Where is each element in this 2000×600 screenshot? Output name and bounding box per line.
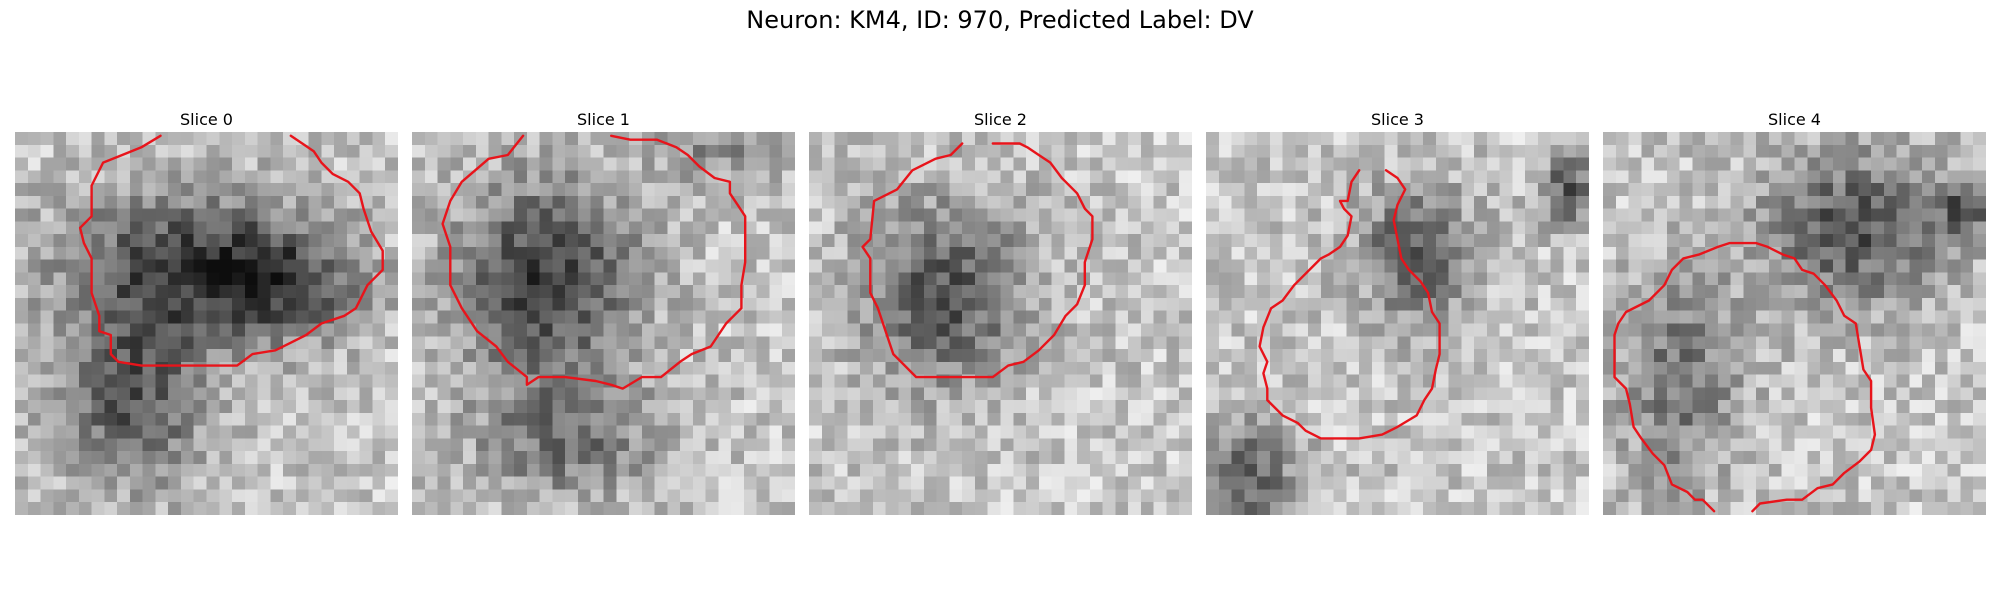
slice-panel-2: Slice 2 <box>809 108 1192 515</box>
segmentation-contour <box>441 134 747 390</box>
slice-image <box>809 132 1192 515</box>
slice-panel-1: Slice 1 <box>412 108 795 515</box>
slice-image <box>1603 132 1986 515</box>
segmentation-contour <box>1258 169 1441 440</box>
slice-title: Slice 2 <box>974 110 1027 129</box>
segmentation-contour <box>78 134 384 367</box>
contour-line <box>1258 169 1441 440</box>
slice-panel-3: Slice 3 <box>1206 108 1589 515</box>
contour-line <box>1613 241 1877 513</box>
slice-title: Slice 1 <box>577 110 630 129</box>
contour-line <box>861 142 1094 379</box>
slice-title: Slice 4 <box>1768 110 1821 129</box>
segmentation-contour <box>1613 241 1877 513</box>
slice-title: Slice 0 <box>180 110 233 129</box>
slice-panel-4: Slice 4 <box>1603 108 1986 515</box>
slice-title: Slice 3 <box>1371 110 1424 129</box>
slice-image <box>15 132 398 515</box>
slice-panel-0: Slice 0 <box>15 108 398 515</box>
figure-title: Neuron: KM4, ID: 970, Predicted Label: D… <box>746 6 1254 34</box>
contour-line <box>78 134 384 367</box>
segmentation-contour <box>861 142 1094 379</box>
slice-image <box>1206 132 1589 515</box>
contour-line <box>441 134 747 390</box>
